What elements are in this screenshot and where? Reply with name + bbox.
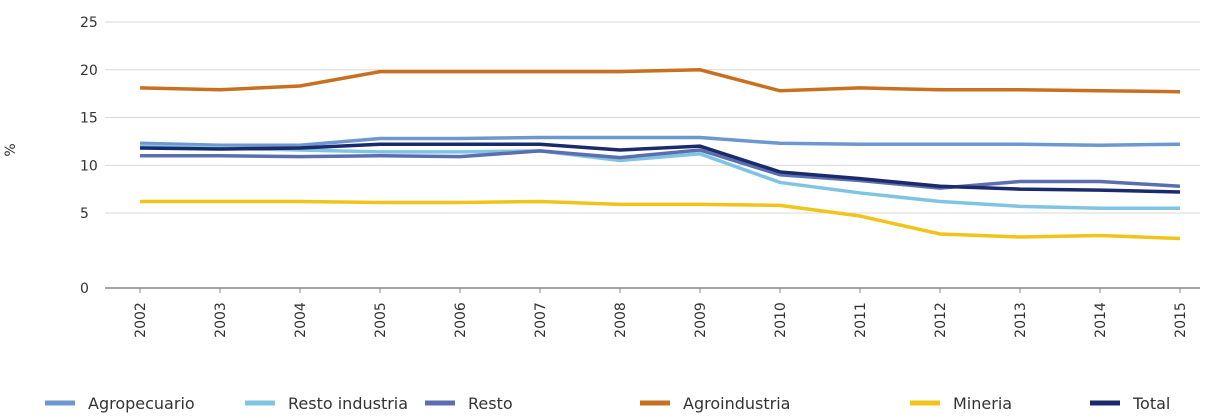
x-tick-label: 2014 bbox=[1093, 302, 1109, 338]
x-tick-label: 2012 bbox=[933, 302, 949, 338]
x-tick-label: 2006 bbox=[453, 302, 469, 338]
series-line bbox=[139, 144, 1180, 210]
series-line bbox=[139, 135, 1181, 147]
y-tick-label: 15 bbox=[80, 111, 98, 127]
x-tick-label: 2009 bbox=[693, 302, 709, 338]
legend-label: Resto industria bbox=[288, 394, 408, 413]
series-line bbox=[139, 67, 1181, 94]
x-tick-label: 2008 bbox=[613, 302, 629, 338]
x-tick-label: 2002 bbox=[133, 302, 149, 338]
legend-label: Total bbox=[1132, 394, 1170, 413]
y-tick-label: 0 bbox=[80, 281, 89, 297]
x-tick-label: 2011 bbox=[853, 302, 869, 338]
x-tick-label: 2003 bbox=[213, 302, 229, 338]
x-tick-label: 2013 bbox=[1013, 302, 1029, 338]
y-tick-label: 20 bbox=[80, 63, 98, 79]
x-tick-label: 2005 bbox=[373, 302, 389, 338]
series-line bbox=[140, 199, 1181, 241]
y-tick-label: 10 bbox=[80, 158, 98, 174]
series-line bbox=[140, 148, 1181, 190]
y-axis-label: % bbox=[3, 143, 19, 156]
y-tick-label: 5 bbox=[80, 206, 89, 222]
legend-label: Agropecuario bbox=[88, 394, 195, 413]
legend-label: Resto bbox=[468, 394, 513, 413]
legend-label: Agroindustria bbox=[683, 394, 790, 413]
x-tick-label: 2010 bbox=[773, 302, 789, 338]
x-tick-label: 2015 bbox=[1173, 302, 1189, 338]
x-tick-label: 2007 bbox=[533, 302, 549, 338]
x-tick-label: 2004 bbox=[293, 302, 309, 338]
series-line bbox=[139, 142, 1181, 194]
legend-label: Mineria bbox=[953, 394, 1012, 413]
y-tick-label: 25 bbox=[80, 15, 98, 31]
